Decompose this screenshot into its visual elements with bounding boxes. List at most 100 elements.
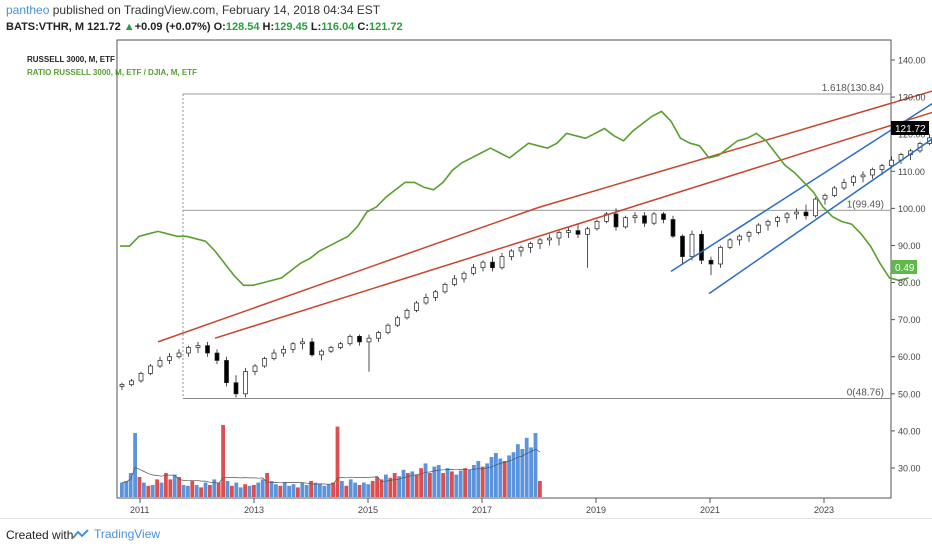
price-badge: 121.72 bbox=[891, 121, 929, 135]
candle-body bbox=[537, 239, 543, 244]
candle-body bbox=[499, 256, 505, 269]
trend-channels[interactable] bbox=[157, 82, 932, 343]
volume-bar bbox=[392, 473, 397, 497]
volume-bar bbox=[133, 433, 137, 497]
volume-bar bbox=[401, 469, 406, 497]
candle-body bbox=[224, 360, 229, 384]
volume-bar bbox=[247, 485, 252, 497]
volume-bar bbox=[414, 474, 419, 497]
candle-body bbox=[138, 373, 144, 382]
volume-bar bbox=[472, 465, 476, 497]
volume-bar bbox=[291, 484, 296, 497]
candle-body bbox=[366, 337, 372, 343]
volume-bar bbox=[436, 465, 441, 497]
candle-body bbox=[490, 261, 495, 269]
volume-bar bbox=[274, 484, 278, 497]
candle-body bbox=[613, 213, 619, 228]
volume-bar bbox=[296, 487, 300, 497]
volume-bar bbox=[256, 482, 261, 497]
ratio-badge: 0.49 bbox=[891, 260, 917, 274]
x-tick-label: 2023 bbox=[814, 505, 834, 515]
volume-bar bbox=[300, 482, 305, 497]
volume-bar bbox=[252, 485, 256, 497]
candle-body bbox=[471, 267, 476, 274]
symbol-label: BATS:VTHR, M bbox=[6, 21, 85, 33]
volume-bar bbox=[190, 481, 195, 497]
candle-body bbox=[841, 182, 847, 189]
last-price: 121.72 bbox=[87, 21, 121, 33]
candle-body bbox=[404, 310, 410, 319]
candle-body bbox=[879, 165, 885, 170]
volume-bar bbox=[357, 485, 362, 497]
open-value: 128.54 bbox=[225, 21, 260, 33]
low-label: L: bbox=[310, 21, 322, 33]
candle-body bbox=[167, 356, 172, 361]
fib-levels: 1.618(130.84) 1(99.49) 0(48.76) bbox=[182, 83, 891, 399]
volume-bar bbox=[225, 481, 230, 497]
y-tick-label: 60.00 bbox=[898, 352, 921, 362]
red-channel-upper-ext[interactable] bbox=[537, 90, 932, 209]
red-channel-lower[interactable] bbox=[214, 99, 932, 339]
volume-bar bbox=[467, 469, 472, 497]
legend-main: RUSSELL 3000, M, ETF bbox=[27, 55, 115, 64]
volume-bar bbox=[480, 466, 485, 497]
price-chart[interactable]: 1.618(130.84) 1(99.49) 0(48.76) 140.00 130.… bbox=[0, 0, 932, 518]
volume-bar bbox=[234, 482, 239, 497]
volume-bar bbox=[445, 468, 450, 497]
price-badge-text: 121.72 bbox=[895, 124, 926, 135]
volume-bar bbox=[432, 466, 437, 497]
volume-bar bbox=[489, 457, 494, 497]
time-axis[interactable]: 2011 2013 2015 2017 2019 2021 2023 bbox=[130, 498, 834, 515]
candle-body bbox=[347, 335, 353, 345]
blue-channel-upper[interactable] bbox=[670, 82, 932, 273]
volume-bar bbox=[366, 484, 371, 497]
candle-body bbox=[661, 213, 666, 220]
candle-body bbox=[765, 220, 771, 226]
publish-header: pantheo published on TradingView.com, Fe… bbox=[6, 3, 380, 17]
candle-body bbox=[214, 352, 220, 361]
candle-body bbox=[309, 341, 315, 356]
candle-body bbox=[442, 284, 448, 293]
volume-bar bbox=[344, 485, 349, 497]
x-tick-label: 2015 bbox=[358, 505, 378, 515]
x-tick-label: 2019 bbox=[586, 505, 606, 515]
candle-body bbox=[746, 232, 752, 237]
volume-bar bbox=[335, 426, 340, 497]
candle-body bbox=[423, 297, 429, 304]
volume-bar bbox=[388, 477, 393, 497]
volume-bar bbox=[168, 479, 173, 497]
y-tick-label: 110.00 bbox=[898, 167, 925, 177]
candle-body bbox=[784, 213, 790, 218]
volume-bar bbox=[502, 461, 507, 497]
red-channel-upper[interactable] bbox=[157, 206, 539, 343]
candle-body bbox=[271, 352, 277, 359]
volume-bar bbox=[370, 481, 375, 497]
volume-bar bbox=[454, 474, 459, 497]
candle-body bbox=[737, 235, 742, 241]
candle-body bbox=[518, 246, 524, 252]
volume-bar bbox=[208, 485, 212, 497]
candle-body bbox=[129, 380, 134, 385]
volume-bar bbox=[375, 477, 379, 497]
candle-body bbox=[708, 259, 714, 265]
volume-bar bbox=[463, 468, 467, 497]
tradingview-logo-icon bbox=[72, 529, 89, 539]
fib-label: 1.618(130.84) bbox=[822, 83, 884, 94]
blue-channel-lower[interactable] bbox=[708, 103, 932, 295]
candle-body bbox=[718, 246, 723, 265]
candle-body bbox=[756, 224, 761, 233]
x-tick-label: 2021 bbox=[700, 505, 720, 515]
tradingview-link[interactable]: TradingView bbox=[72, 527, 160, 541]
candle-body bbox=[357, 335, 362, 343]
publisher-username[interactable]: pantheo bbox=[6, 3, 50, 17]
volume-bar bbox=[384, 474, 388, 497]
volume-bar bbox=[379, 479, 384, 497]
volume-bar bbox=[265, 473, 269, 497]
candle-body bbox=[727, 239, 733, 248]
candle-body bbox=[205, 345, 210, 354]
candle-body bbox=[699, 233, 704, 261]
volume-bar bbox=[322, 485, 327, 497]
candle-body bbox=[148, 365, 153, 374]
volume-bar bbox=[137, 477, 142, 497]
volume-bar bbox=[278, 485, 283, 497]
